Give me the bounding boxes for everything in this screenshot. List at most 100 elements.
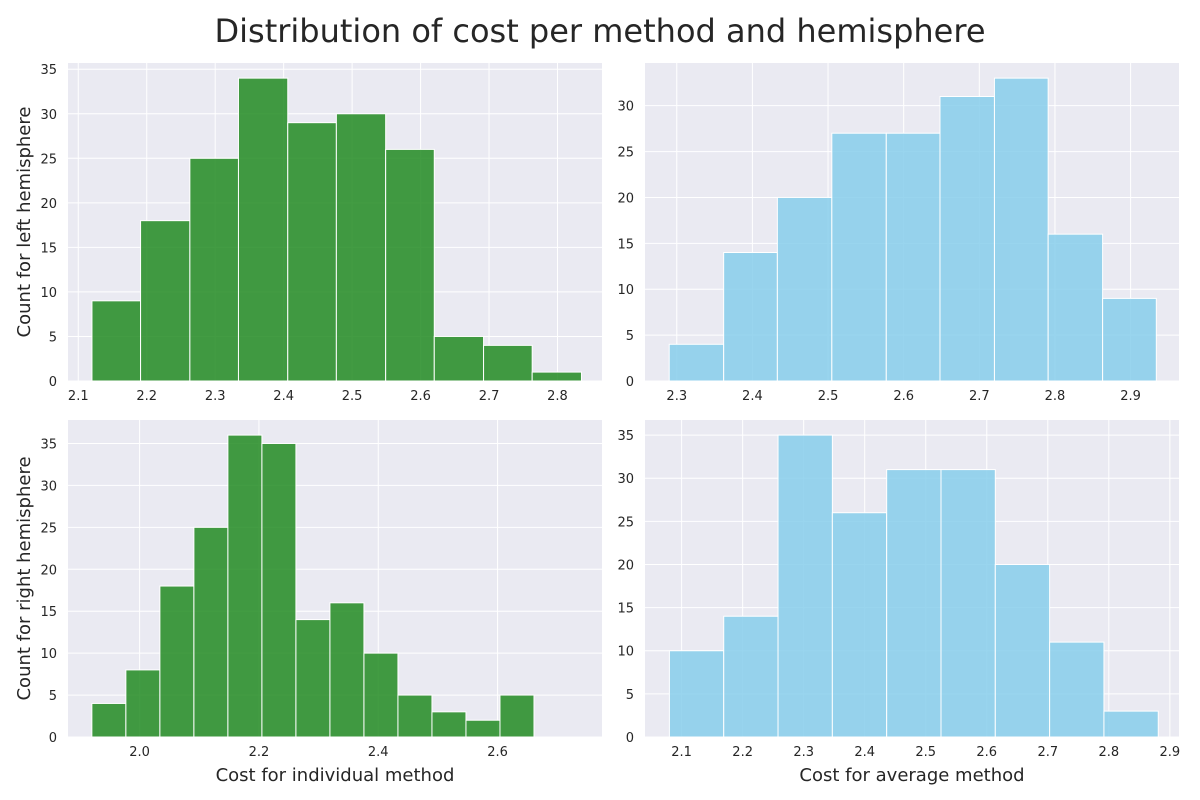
- y-tick-label: 20: [617, 558, 634, 573]
- histogram-bar: [227, 434, 263, 738]
- y-tick-label: 20: [40, 197, 57, 212]
- histogram-bar: [91, 702, 127, 738]
- x-tick-label: 2.1: [671, 745, 692, 760]
- y-tick-label: 35: [40, 63, 57, 78]
- x-tick-label: 2.2: [136, 389, 157, 404]
- y-tick-label: 0: [49, 731, 57, 746]
- histogram-bar: [831, 512, 888, 738]
- x-tick-label: 2.5: [342, 389, 363, 404]
- x-tick-label: 2.4: [742, 389, 763, 404]
- histogram-bar: [668, 343, 725, 382]
- histogram-bar: [189, 157, 239, 382]
- x-tick-label: 2.4: [273, 389, 294, 404]
- y-tick-label: 25: [40, 152, 57, 167]
- subplot-top-left: 2.1 2.2 2.3 2.4 2.5 2.6 2.7 2.8 0 5 10 15 20 25 30 35 Co…: [14, 63, 602, 404]
- histogram-bar: [125, 669, 161, 738]
- histogram-bar: [91, 300, 142, 382]
- y-tick-label: 35: [617, 429, 634, 444]
- x-tick-label: 2.1: [68, 389, 89, 404]
- x-tick-label: 2.8: [1045, 389, 1066, 404]
- y-axis-label: Count for right hemisphere: [14, 456, 35, 700]
- histogram-bar: [433, 335, 485, 382]
- y-tick-label: 5: [49, 689, 57, 704]
- x-tick-label: 2.9: [1160, 745, 1181, 760]
- y-tick-label: 25: [617, 515, 634, 530]
- x-tick-label: 2.9: [1120, 389, 1141, 404]
- histogram-bar: [363, 652, 399, 738]
- histogram-bar: [668, 650, 725, 738]
- y-tick-label: 10: [617, 283, 634, 298]
- y-tick-label: 30: [617, 472, 634, 487]
- x-tick-label: 2.3: [793, 745, 814, 760]
- histogram-bar: [939, 95, 995, 382]
- x-tick-label: 2.5: [818, 389, 839, 404]
- histogram-bar: [1103, 710, 1159, 738]
- histogram-bar: [1102, 297, 1157, 382]
- histogram-bar: [287, 122, 337, 382]
- figure-title: Distribution of cost per method and hemi…: [214, 12, 985, 50]
- histogram-bar: [1047, 233, 1104, 382]
- x-tick-label: 2.4: [854, 745, 875, 760]
- histogram-bar: [335, 113, 387, 382]
- y-tick-label: 10: [40, 286, 57, 301]
- y-tick-label: 15: [617, 237, 634, 252]
- histogram-bar: [140, 220, 191, 382]
- y-tick-label: 0: [626, 375, 634, 390]
- x-tick-label: 2.6: [410, 389, 431, 404]
- histogram-bar: [295, 619, 331, 738]
- histogram-bar: [886, 469, 942, 738]
- histogram-bar: [193, 526, 229, 738]
- x-tick-label: 2.6: [976, 745, 997, 760]
- histogram-bar: [776, 196, 833, 382]
- histogram-bar: [831, 132, 887, 382]
- y-tick-label: 10: [617, 645, 634, 660]
- x-axis-label: Cost for average method: [799, 765, 1024, 786]
- histogram-bar: [777, 434, 833, 738]
- x-tick-label: 2.6: [487, 745, 508, 760]
- y-tick-label: 30: [617, 100, 634, 115]
- y-tick-label: 15: [40, 605, 57, 620]
- subplot-bottom-left: 2.0 2.2 2.4 2.6 0 5 10 15 20 25 30 35 Count for righ…: [14, 420, 602, 786]
- x-axis-label: Cost for individual method: [216, 765, 455, 786]
- histogram-bar: [723, 252, 778, 382]
- histogram-bar: [431, 711, 467, 738]
- x-tick-label: 2.5: [915, 745, 936, 760]
- x-tick-label: 2.2: [249, 745, 270, 760]
- histogram-bar: [994, 563, 1051, 738]
- histogram-bar: [397, 694, 433, 738]
- histogram-bar: [483, 344, 533, 382]
- histogram-bar: [940, 469, 996, 738]
- histogram-bar: [159, 585, 195, 738]
- x-tick-label: 2.7: [1037, 745, 1058, 760]
- y-tick-label: 35: [40, 437, 57, 452]
- x-tick-label: 2.8: [547, 389, 568, 404]
- y-tick-label: 20: [617, 191, 634, 206]
- histogram-bar: [885, 132, 941, 382]
- subplot-top-right: 2.3 2.4 2.5 2.6 2.7 2.8 2.9 0 5 10 15 20 25 30: [617, 63, 1179, 404]
- x-tick-label: 2.8: [1098, 745, 1119, 760]
- histogram-bar: [499, 694, 535, 738]
- x-tick-label: 2.2: [732, 745, 753, 760]
- histogram-bar: [1049, 641, 1105, 738]
- x-tick-label: 2.0: [129, 745, 150, 760]
- x-tick-label: 2.4: [368, 745, 389, 760]
- y-tick-label: 5: [49, 330, 57, 345]
- y-tick-label: 30: [40, 108, 57, 123]
- x-tick-label: 2.7: [479, 389, 500, 404]
- histogram-bar: [385, 148, 435, 382]
- subplot-bottom-right: 2.1 2.2 2.3 2.4 2.5 2.6 2.7 2.8 2.9 0 5 10 15 20 25 30 3…: [617, 420, 1180, 786]
- y-tick-label: 30: [40, 479, 57, 494]
- y-tick-label: 5: [626, 688, 634, 703]
- x-tick-label: 2.3: [205, 389, 226, 404]
- subplot-grid: 2.1 2.2 2.3 2.4 2.5 2.6 2.7 2.8 0 5 10 15 20 25 30 35 Co…: [14, 63, 1180, 786]
- x-tick-label: 2.3: [666, 389, 687, 404]
- y-tick-label: 25: [617, 146, 634, 161]
- x-tick-label: 2.6: [893, 389, 914, 404]
- y-axis-label: Count for left hemisphere: [14, 107, 35, 338]
- histogram-bar: [465, 719, 501, 738]
- y-tick-label: 0: [49, 375, 57, 390]
- y-tick-label: 15: [617, 602, 634, 617]
- y-tick-label: 10: [40, 647, 57, 662]
- histogram-bar: [261, 442, 297, 738]
